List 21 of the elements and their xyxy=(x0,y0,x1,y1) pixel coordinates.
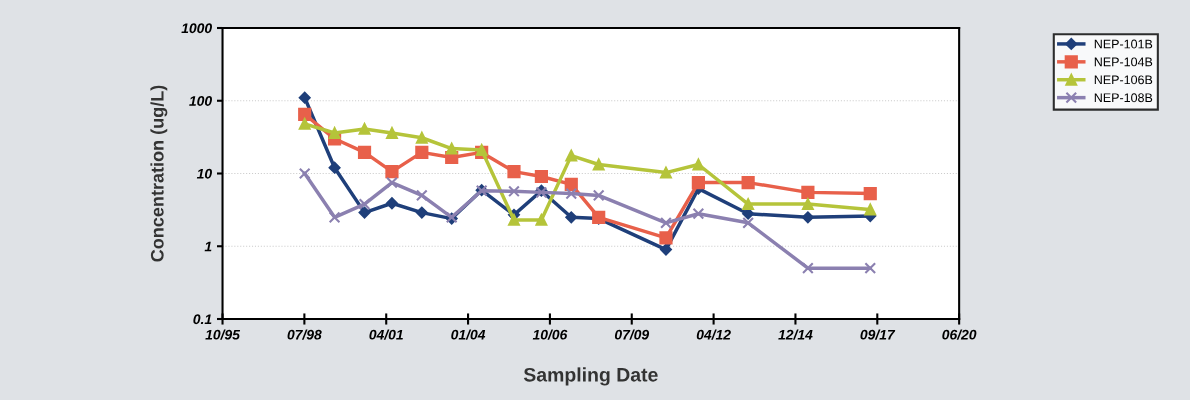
x-tick-label: 07/09 xyxy=(614,329,650,340)
legend-label: NEP-104B xyxy=(1094,57,1153,67)
y-tick-label: 100 xyxy=(189,96,212,106)
x-tick-label: 04/01 xyxy=(369,329,403,340)
x-tick-label: 10/95 xyxy=(205,329,241,340)
y-tick-label: 1 xyxy=(204,241,212,252)
legend-label: NEP-106B xyxy=(1094,75,1153,85)
x-axis-title: Sampling Date xyxy=(523,367,658,386)
y-axis-title: Concentration (ug/L) xyxy=(150,85,168,262)
x-tick-label: 12/14 xyxy=(778,329,813,340)
x-tick-label: 07/98 xyxy=(287,329,322,340)
legend-label: NEP-108B xyxy=(1094,93,1153,103)
y-tick-label: 10 xyxy=(196,168,212,179)
x-tick-label: 06/20 xyxy=(942,329,977,340)
x-tick-label: 01/04 xyxy=(451,329,486,340)
y-tick-label: 1000 xyxy=(181,23,212,34)
x-tick-label: 04/12 xyxy=(696,329,731,340)
legend-label: NEP-101B xyxy=(1094,39,1153,49)
y-tick-label: 0.1 xyxy=(193,314,212,325)
x-tick-label: 09/17 xyxy=(860,329,896,340)
x-tick-label: 10/06 xyxy=(532,329,568,340)
